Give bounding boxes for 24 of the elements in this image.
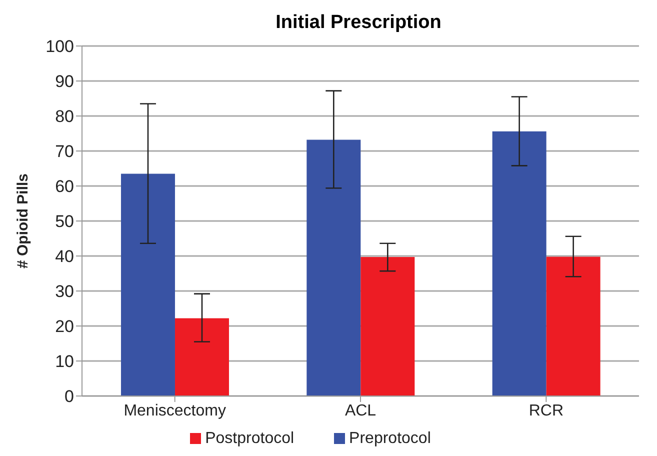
y-tick-label: 40 xyxy=(55,247,74,266)
y-tick-label: 30 xyxy=(55,282,74,302)
bar xyxy=(360,257,415,396)
x-tick-label: ACL xyxy=(344,402,376,420)
legend-label: Postprotocol xyxy=(205,430,294,447)
bar xyxy=(306,140,361,396)
y-tick-label: 70 xyxy=(55,142,74,162)
y-axis-title: # Opioid Pills xyxy=(14,173,32,269)
y-tick-label: 20 xyxy=(55,317,74,336)
legend-label: Preprotocol xyxy=(349,430,431,447)
y-tick-label: 90 xyxy=(55,72,74,92)
bar xyxy=(174,318,229,396)
x-tick-label: Meniscectomy xyxy=(124,402,226,420)
bar xyxy=(492,131,546,396)
y-tick-label: 100 xyxy=(46,37,74,56)
y-tick-label: 0 xyxy=(64,387,74,406)
chart-title: Initial Prescription xyxy=(274,11,442,35)
x-tick-label: RCR xyxy=(528,402,564,420)
bar xyxy=(120,174,175,396)
y-tick-label: 60 xyxy=(55,177,74,196)
bar xyxy=(546,256,600,396)
y-tick-label: 50 xyxy=(55,212,74,232)
y-tick-label: 10 xyxy=(55,352,74,372)
y-tick-label: 80 xyxy=(55,107,74,126)
